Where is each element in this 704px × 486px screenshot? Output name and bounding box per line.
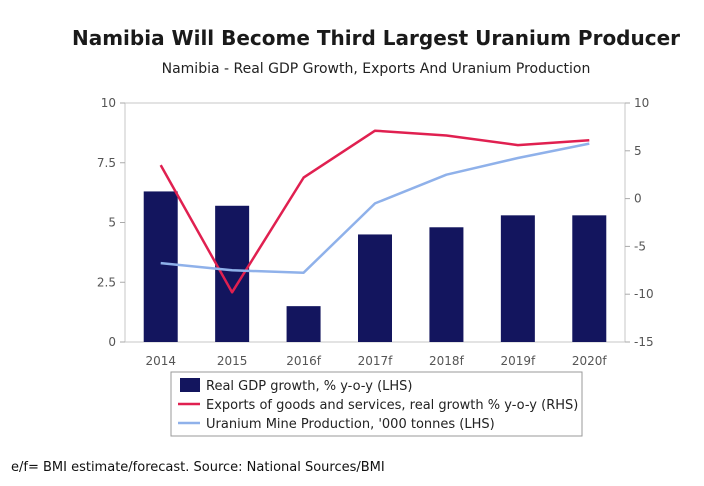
bar-2019f bbox=[500, 215, 535, 342]
left-tick-label: 0 bbox=[108, 335, 116, 349]
right-tick-label: -10 bbox=[634, 287, 654, 301]
x-tick-label: 2015 bbox=[217, 354, 248, 368]
left-axis: 0 2.5 5 7.5 10 bbox=[97, 96, 125, 349]
chart-subtitle: Namibia - Real GDP Growth, Exports And U… bbox=[162, 61, 591, 77]
bar-2018f bbox=[429, 227, 464, 342]
legend-swatch-gdp bbox=[180, 378, 200, 392]
x-tick-label: 2020f bbox=[572, 354, 608, 368]
bar-series bbox=[143, 191, 607, 342]
left-tick-label: 2.5 bbox=[97, 275, 116, 289]
legend-label-gdp: Real GDP growth, % y-o-y (LHS) bbox=[206, 379, 413, 394]
x-tick-label: 2017f bbox=[358, 354, 394, 368]
legend: Real GDP growth, % y-o-y (LHS) Exports o… bbox=[170, 371, 583, 437]
footnote: e/f= BMI estimate/forecast. Source: Nati… bbox=[11, 460, 385, 475]
right-tick-label: 10 bbox=[634, 96, 649, 110]
left-tick-label: 5 bbox=[108, 216, 116, 230]
uranium-line bbox=[160, 142, 590, 274]
bar-2017f bbox=[358, 234, 392, 342]
chart-title: Namibia Will Become Third Largest Uraniu… bbox=[72, 26, 680, 50]
right-tick-label: -5 bbox=[634, 239, 646, 253]
left-tick-label: 10 bbox=[101, 96, 116, 110]
right-axis: -15 -10 -5 0 5 10 bbox=[625, 96, 654, 349]
x-tick-label: 2016f bbox=[286, 354, 322, 368]
bar-2020f bbox=[572, 215, 607, 342]
right-tick-label: 0 bbox=[634, 192, 642, 206]
right-tick-label: 5 bbox=[634, 144, 642, 158]
legend-box bbox=[170, 371, 583, 437]
x-tick-label: 2019f bbox=[500, 354, 536, 368]
legend-label-uranium: Uranium Mine Production, '000 tonnes (LH… bbox=[206, 417, 495, 432]
legend-label-exports: Exports of goods and services, real grow… bbox=[206, 398, 578, 413]
bar-2014 bbox=[143, 191, 178, 342]
exports-line bbox=[159, 129, 590, 294]
left-tick-label: 7.5 bbox=[97, 156, 116, 170]
line-series bbox=[159, 129, 590, 294]
x-axis: 2014 2015 2016f 2017f 2018f 2019f 2020f bbox=[145, 354, 607, 368]
bar-2016f bbox=[286, 306, 321, 342]
x-tick-label: 2014 bbox=[145, 354, 176, 368]
right-tick-label: -15 bbox=[634, 335, 654, 349]
x-tick-label: 2018f bbox=[429, 354, 465, 368]
